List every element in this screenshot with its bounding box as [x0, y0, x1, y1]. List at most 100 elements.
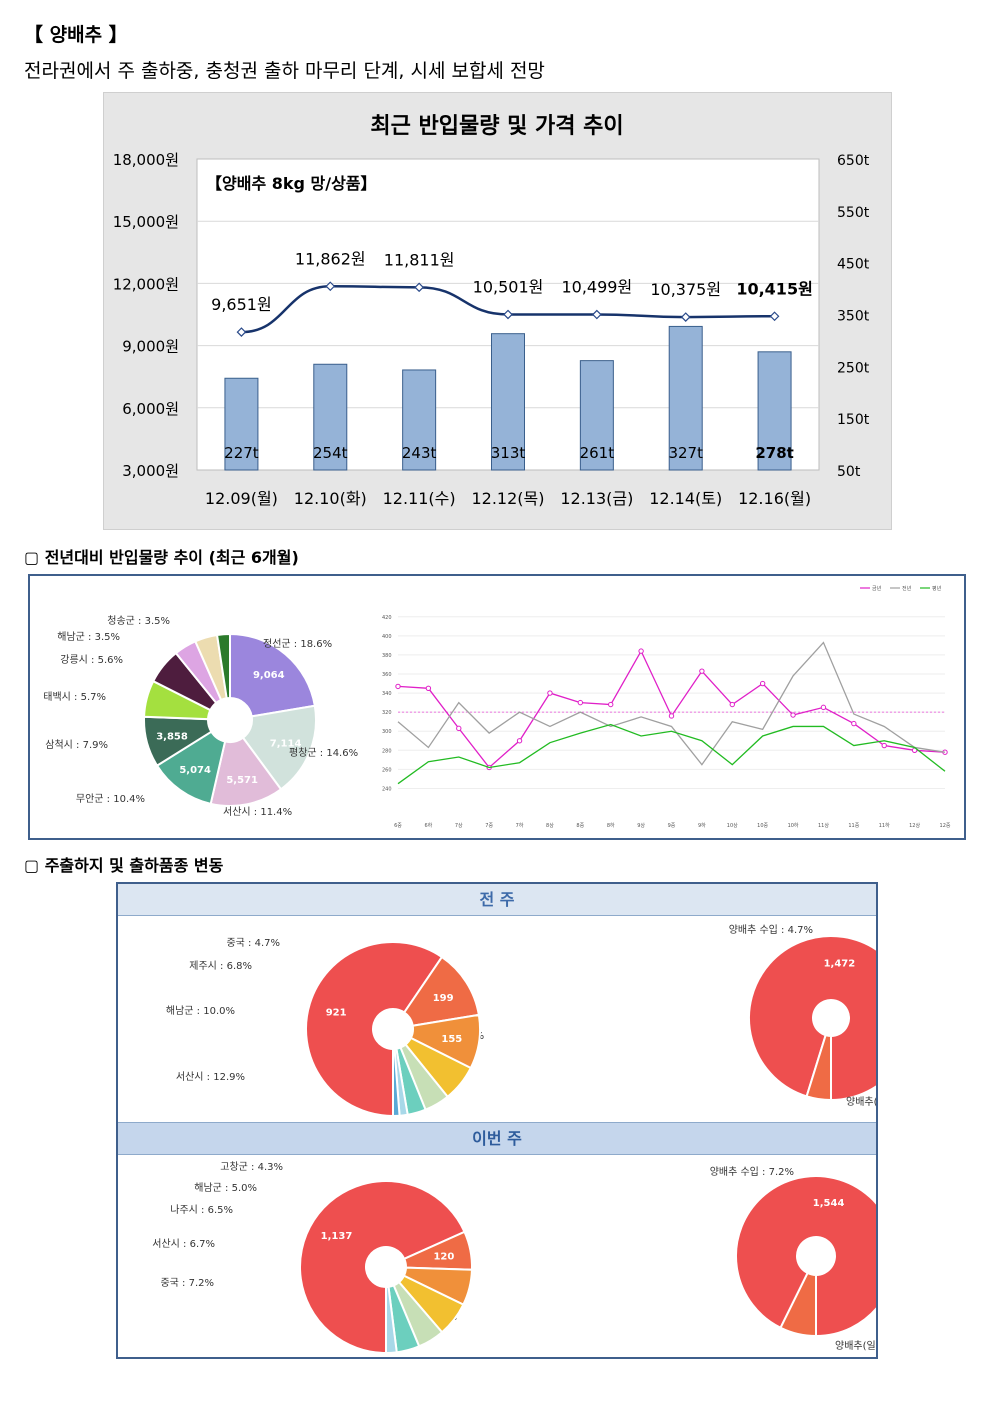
x-tick-label: 12.13(금)	[560, 489, 633, 508]
chart-title: 최근 반입물량 및 가격 추이	[370, 114, 623, 139]
series-point	[881, 742, 887, 749]
x-tick: 11중	[848, 823, 859, 829]
pie-slice-label: 해남군 : 3.5%	[57, 630, 120, 643]
series-point	[759, 680, 766, 687]
price-volume-chart: 최근 반입물량 및 가격 추이 18,000원 15,000원 12,000원 9,00…	[103, 92, 892, 530]
page-subtitle: 전라권에서 주 출하중, 충청권 출하 마무리 단계, 시세 보합세 전망	[24, 60, 545, 82]
series-line	[397, 641, 946, 766]
pie-slice-value: 7,114	[270, 739, 302, 750]
section-title-volume: ▢ 전년대비 반입물량 추이 (최근 6개월)	[24, 548, 299, 567]
pie-slice-label: 청송군 : 3.5%	[107, 615, 170, 627]
pie-slice-value: 5,074	[179, 765, 211, 776]
pie-slice-label: 양배추 수입 : 7.2%	[710, 1165, 794, 1178]
x-tick: 10하	[788, 822, 799, 829]
series-point	[608, 701, 614, 708]
this-week-header: 이번 주	[118, 1122, 876, 1155]
pie-slice-label: 서산시 : 12.9%	[176, 1071, 245, 1083]
pie-slice	[305, 941, 444, 1118]
pie-slice-value: 155	[441, 1034, 462, 1045]
y-right-tick: 50t	[837, 464, 861, 480]
y-right-tick: 550t	[837, 205, 870, 221]
pie-slice	[735, 1175, 876, 1338]
prev-week-header: 전 주	[118, 884, 876, 916]
x-tick: 12중	[940, 823, 951, 829]
volume-bar-label: 261t	[580, 444, 615, 462]
pie-slice-value: 921	[326, 1008, 347, 1019]
section-title-origin: ▢ 주출하지 및 출하품종 변동	[24, 856, 224, 875]
legend-label: 평년	[932, 585, 942, 592]
series-point	[699, 668, 705, 674]
volume-bar	[579, 360, 614, 471]
pie-slice-label: 평창군 : 14.6%	[289, 747, 358, 759]
series-point	[851, 720, 857, 727]
volume-bar	[668, 325, 703, 471]
y-right-tick: 350t	[837, 309, 870, 325]
price-label: 10,375원	[650, 280, 721, 299]
volume-panel: 9,064 정선군 : 18.6% 7,114 평창군 : 14.6% 5,571 서산시…	[28, 574, 966, 840]
x-tick: 6중	[394, 823, 402, 829]
series-point	[790, 712, 796, 718]
price-label: 10,499원	[561, 278, 632, 297]
price-point	[592, 309, 602, 320]
pie-slice-label: 해남군 : 10.0%	[166, 1004, 235, 1017]
y-tick: 380	[382, 653, 392, 659]
y-tick: 260	[382, 767, 392, 773]
price-label: 9,651원	[211, 295, 272, 314]
x-tick: 10상	[727, 822, 738, 829]
volume-bar-label: 243t	[402, 444, 437, 462]
volume-bar	[491, 333, 525, 471]
series-point	[425, 685, 432, 692]
x-tick-label: 12.14(토)	[649, 489, 722, 508]
x-tick: 12상	[909, 822, 920, 829]
y-tick: 340	[382, 691, 392, 697]
price-point	[769, 311, 780, 322]
price-label: 11,862원	[295, 249, 366, 268]
y-tick: 240	[382, 786, 392, 792]
x-tick: 10중	[757, 823, 768, 829]
price-point	[325, 281, 336, 292]
x-tick: 8중	[576, 823, 584, 829]
y-left-tick: 12,000원	[113, 275, 179, 293]
pie-slice-value: 5,571	[226, 775, 258, 786]
pie-slice-label: 태백시 : 5.7%	[43, 691, 106, 703]
y-left-tick: 3,000원	[122, 462, 179, 480]
x-tick: 9상	[637, 822, 645, 829]
pie-slice-label: 삼척시 : 7.9%	[45, 739, 108, 751]
pie-slice-value: 1,544	[813, 1198, 845, 1209]
volume-bar-label: 327t	[668, 444, 703, 462]
price-point	[236, 327, 247, 337]
pie-slice	[241, 704, 317, 791]
pie-slice-value: 3,858	[156, 731, 188, 742]
y-right-tick: 250t	[837, 360, 870, 376]
x-tick: 11하	[879, 822, 890, 829]
pie-slice	[392, 1047, 401, 1118]
y-tick: 400	[382, 634, 392, 640]
price-volume-chart-svg: 최근 반입물량 및 가격 추이 18,000원 15,000원 12,000원 9,00…	[113, 114, 870, 508]
x-tick-label: 12.10(화)	[294, 489, 367, 508]
y-left-tick: 18,000원	[113, 151, 179, 169]
series-point	[638, 648, 644, 654]
pie-slice	[779, 1271, 817, 1338]
series-point	[516, 738, 523, 744]
pie-slice	[402, 955, 480, 1027]
pie-slice-value: 1,137	[321, 1231, 353, 1242]
volume-line-chart: 420 400 380 360 340 320 300 280 260 240 6중 6하 7상 7중 7하…	[382, 585, 951, 829]
series-point	[668, 713, 675, 719]
legend-label: 전년	[902, 585, 912, 592]
legend-label: 금년	[872, 585, 882, 592]
pie-slice-label: 서산시 : 6.7%	[152, 1238, 215, 1250]
pie-slice-label: 중국 : 4.7%	[226, 937, 280, 949]
series-point	[395, 683, 401, 690]
series-point	[456, 725, 462, 732]
page-title: 【 양배추 】	[24, 24, 128, 46]
y-right-tick: 450t	[837, 257, 870, 273]
series-point	[729, 701, 735, 708]
pie-slice-label: 양배추(일반) : 92.7%	[835, 1340, 876, 1352]
x-tick: 7상	[455, 822, 463, 829]
pie-slice-label: 양배추(일반) : 95.2%	[846, 1096, 876, 1108]
pie-slice	[805, 1033, 832, 1102]
volume-bar-label: 313t	[491, 444, 526, 462]
